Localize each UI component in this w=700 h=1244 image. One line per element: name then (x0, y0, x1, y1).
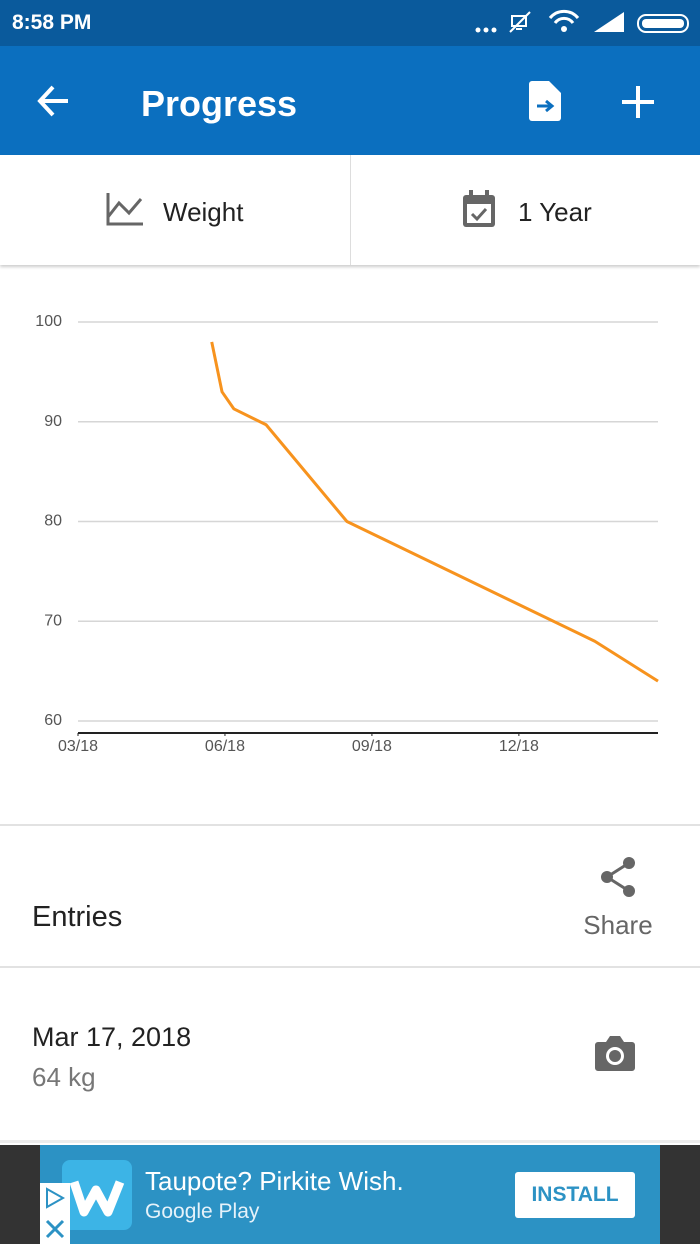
range-label: 1 Year (518, 197, 592, 227)
tab-bar: Weight 1 Year (0, 155, 700, 265)
status-bar: 8:58 PM (0, 0, 700, 46)
share-label: Share (583, 910, 653, 940)
back-button[interactable] (36, 84, 72, 118)
weight-chart: 60 70 80 90 100 03/18 06/18 09/18 12/18 (35, 313, 659, 755)
x-tick-label: 06/18 (205, 738, 245, 755)
x-tick-label: 09/18 (352, 738, 392, 755)
tab-divider (350, 155, 351, 265)
app-title: Progress (141, 83, 298, 124)
calendar-icon (463, 190, 495, 227)
ad-banner: Taupote? Pirkite Wish. Google Play INSTA… (0, 1145, 700, 1244)
x-tick-label: 03/18 (58, 738, 98, 755)
x-tick-label: 12/18 (499, 738, 539, 755)
entry-weight: 64 kg (32, 1062, 96, 1092)
metric-tab[interactable]: Weight (0, 155, 350, 265)
camera-button[interactable] (594, 1034, 636, 1072)
y-tick-label: 70 (44, 612, 62, 629)
app-bar: Progress (0, 46, 700, 155)
ad-headline: Taupote? Pirkite Wish. (145, 1166, 404, 1196)
share-button[interactable]: Share (570, 852, 666, 942)
share-icon (601, 857, 635, 897)
entries-title: Entries (32, 901, 123, 933)
ad-logo (62, 1160, 132, 1230)
install-button[interactable]: INSTALL (515, 1172, 635, 1218)
divider (0, 824, 700, 826)
y-tick-label: 100 (35, 313, 62, 330)
ad-content[interactable]: Taupote? Pirkite Wish. Google Play INSTA… (40, 1145, 660, 1244)
y-tick-label: 90 (44, 413, 62, 430)
range-tab[interactable]: 1 Year (351, 155, 700, 265)
divider (0, 1140, 700, 1143)
divider (0, 966, 700, 968)
ad-store: Google Play (145, 1200, 260, 1223)
status-time: 8:58 PM (12, 11, 92, 34)
weight-line (210, 341, 659, 683)
entry-row[interactable]: Mar 17, 2018 64 kg (0, 968, 700, 1140)
y-tick-label: 60 (44, 712, 62, 729)
metric-label: Weight (163, 197, 244, 227)
y-tick-label: 80 (44, 513, 62, 530)
ad-choices[interactable] (40, 1183, 70, 1244)
export-button[interactable] (527, 80, 563, 122)
add-button[interactable] (620, 84, 656, 120)
chart-icon (106, 193, 143, 226)
status-icons (475, 9, 689, 33)
entry-date: Mar 17, 2018 (32, 1022, 192, 1052)
